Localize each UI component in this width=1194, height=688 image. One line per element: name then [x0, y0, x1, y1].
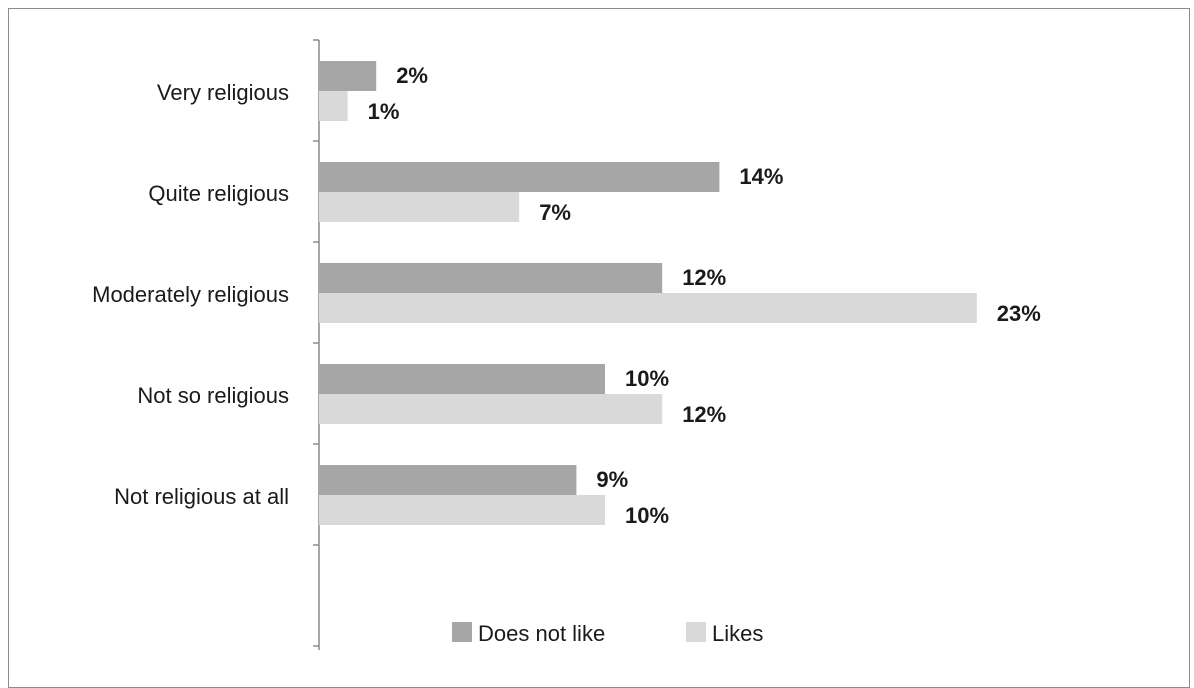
bar-does-not-like: [319, 364, 605, 394]
category-label: Not so religious: [137, 383, 289, 408]
data-label-does-not-like: 12%: [682, 265, 726, 290]
bar-likes: [319, 495, 605, 525]
data-label-does-not-like: 9%: [596, 467, 628, 492]
data-label-does-not-like: 10%: [625, 366, 669, 391]
chart-frame: [8, 8, 1190, 688]
data-label-likes: 12%: [682, 402, 726, 427]
legend-label-does-not-like: Does not like: [478, 621, 605, 646]
bar-does-not-like: [319, 61, 377, 91]
category-label: Very religious: [157, 80, 289, 105]
bar-likes: [319, 91, 348, 121]
bar-does-not-like: [319, 465, 577, 495]
bar-does-not-like: [319, 162, 720, 192]
legend-swatch-does-not-like: [452, 622, 472, 642]
legend-swatch-likes: [686, 622, 706, 642]
legend-label-likes: Likes: [712, 621, 763, 646]
category-label: Quite religious: [148, 181, 289, 206]
category-label: Moderately religious: [92, 282, 289, 307]
category-label: Not religious at all: [114, 484, 289, 509]
data-label-likes: 7%: [539, 200, 571, 225]
data-label-likes: 10%: [625, 503, 669, 528]
data-label-does-not-like: 2%: [396, 63, 428, 88]
bar-likes: [319, 293, 977, 323]
data-label-does-not-like: 14%: [739, 164, 783, 189]
bar-likes: [319, 192, 520, 222]
data-label-likes: 23%: [997, 301, 1041, 326]
bar-does-not-like: [319, 263, 663, 293]
bar-likes: [319, 394, 663, 424]
data-label-likes: 1%: [368, 99, 400, 124]
